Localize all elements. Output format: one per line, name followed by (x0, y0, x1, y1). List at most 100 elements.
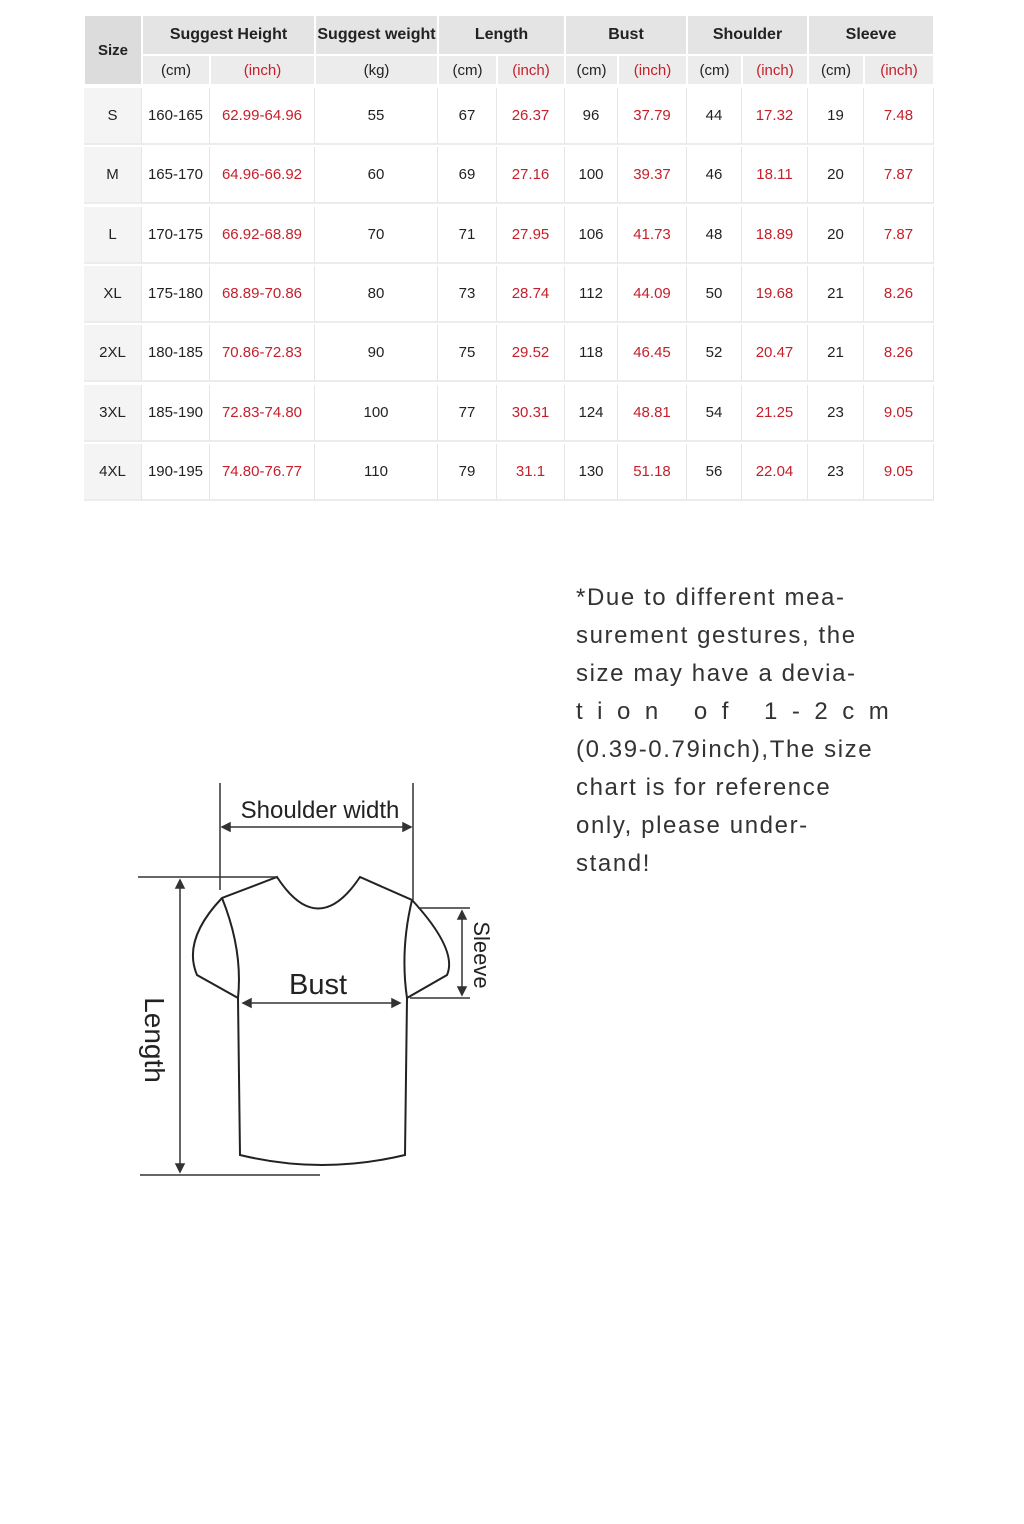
value-cell: 37.79 (618, 88, 687, 145)
value-cell: 180-185 (142, 325, 210, 383)
note-line: size may have a devia- (576, 660, 857, 687)
sleeve-label: Sleeve (469, 921, 494, 988)
value-cell: 22.04 (742, 443, 808, 501)
value-cell: 112 (565, 265, 618, 323)
value-cell: 100 (315, 384, 438, 442)
note-line: chart is for reference (576, 774, 832, 801)
note-line: surement gestures, the (576, 622, 857, 649)
value-cell: 9.05 (864, 443, 934, 501)
note-line: only, please under- (576, 812, 809, 839)
value-cell: 27.16 (497, 147, 565, 205)
sub-header: (inch) (210, 55, 315, 85)
note-line: tion of 1-2cm (576, 698, 904, 725)
value-cell: 190-195 (142, 443, 210, 501)
sub-header: (inch) (497, 55, 565, 85)
size-cell: M (84, 147, 142, 205)
value-cell: 9.05 (864, 384, 934, 442)
value-cell: 69 (438, 147, 497, 205)
value-cell: 20 (808, 206, 864, 264)
value-cell: 7.87 (864, 206, 934, 264)
value-cell: 74.80-76.77 (210, 443, 315, 501)
value-cell: 62.99-64.96 (210, 88, 315, 145)
page: Size Suggest Height Suggest weight Length Bu… (84, 15, 934, 1176)
size-cell: 4XL (84, 443, 142, 501)
shoulder-label: Shoulder width (241, 797, 400, 824)
value-cell: 90 (315, 325, 438, 383)
note-line: (0.39-0.79inch),The size (576, 736, 874, 763)
note-line: *Due to different mea- (576, 584, 846, 611)
value-cell: 72.83-74.80 (210, 384, 315, 442)
group-header: Shoulder (687, 15, 808, 55)
value-cell: 56 (687, 443, 742, 501)
value-cell: 8.26 (864, 325, 934, 383)
value-cell: 18.11 (742, 147, 808, 205)
length-label: Length (139, 997, 170, 1083)
value-cell: 7.87 (864, 147, 934, 205)
value-cell: 96 (565, 88, 618, 145)
value-cell: 54 (687, 384, 742, 442)
value-cell: 118 (565, 325, 618, 383)
value-cell: 73 (438, 265, 497, 323)
value-cell: 100 (565, 147, 618, 205)
value-cell: 71 (438, 206, 497, 264)
size-cell: S (84, 88, 142, 145)
group-header: Bust (565, 15, 687, 55)
value-cell: 165-170 (142, 147, 210, 205)
value-cell: 20 (808, 147, 864, 205)
value-cell: 7.48 (864, 88, 934, 145)
value-cell: 21 (808, 265, 864, 323)
size-cell: 3XL (84, 384, 142, 442)
value-cell: 60 (315, 147, 438, 205)
value-cell: 66.92-68.89 (210, 206, 315, 264)
sub-header: (inch) (618, 55, 687, 85)
size-header: Size (84, 15, 142, 85)
sub-header: (inch) (864, 55, 934, 85)
sub-header: (cm) (565, 55, 618, 85)
tshirt-outline (191, 875, 451, 1166)
value-cell: 50 (687, 265, 742, 323)
value-cell: 51.18 (618, 443, 687, 501)
value-cell: 70 (315, 206, 438, 264)
value-cell: 79 (438, 443, 497, 501)
value-cell: 170-175 (142, 206, 210, 264)
value-cell: 67 (438, 88, 497, 145)
value-cell: 75 (438, 325, 497, 383)
value-cell: 44.09 (618, 265, 687, 323)
value-cell: 52 (687, 325, 742, 383)
value-cell: 31.1 (497, 443, 565, 501)
value-cell: 68.89-70.86 (210, 265, 315, 323)
group-header: Length (438, 15, 565, 55)
sub-header: (inch) (742, 55, 808, 85)
sub-header: (cm) (808, 55, 864, 85)
value-cell: 18.89 (742, 206, 808, 264)
group-header: Sleeve (808, 15, 934, 55)
note-line: stand! (576, 850, 651, 877)
value-cell: 23 (808, 384, 864, 442)
value-cell: 48 (687, 206, 742, 264)
value-cell: 110 (315, 443, 438, 501)
value-cell: 106 (565, 206, 618, 264)
value-cell: 64.96-66.92 (210, 147, 315, 205)
size-cell: L (84, 206, 142, 264)
value-cell: 44 (687, 88, 742, 145)
value-cell: 39.37 (618, 147, 687, 205)
value-cell: 80 (315, 265, 438, 323)
value-cell: 70.86-72.83 (210, 325, 315, 383)
sub-header: (cm) (142, 55, 210, 85)
value-cell: 48.81 (618, 384, 687, 442)
sub-header: (cm) (687, 55, 742, 85)
value-cell: 20.47 (742, 325, 808, 383)
bust-label: Bust (289, 969, 347, 1001)
value-cell: 19 (808, 88, 864, 145)
size-cell: 2XL (84, 325, 142, 383)
value-cell: 21 (808, 325, 864, 383)
tshirt-diagram: Shoulder width Bust Sleeve Length (138, 783, 494, 1176)
value-cell: 19.68 (742, 265, 808, 323)
value-cell: 23 (808, 443, 864, 501)
value-cell: 185-190 (142, 384, 210, 442)
value-cell: 28.74 (497, 265, 565, 323)
group-header: Suggest weight (315, 15, 438, 55)
sleeve-seams (221, 897, 413, 999)
value-cell: 29.52 (497, 325, 565, 383)
value-cell: 46 (687, 147, 742, 205)
